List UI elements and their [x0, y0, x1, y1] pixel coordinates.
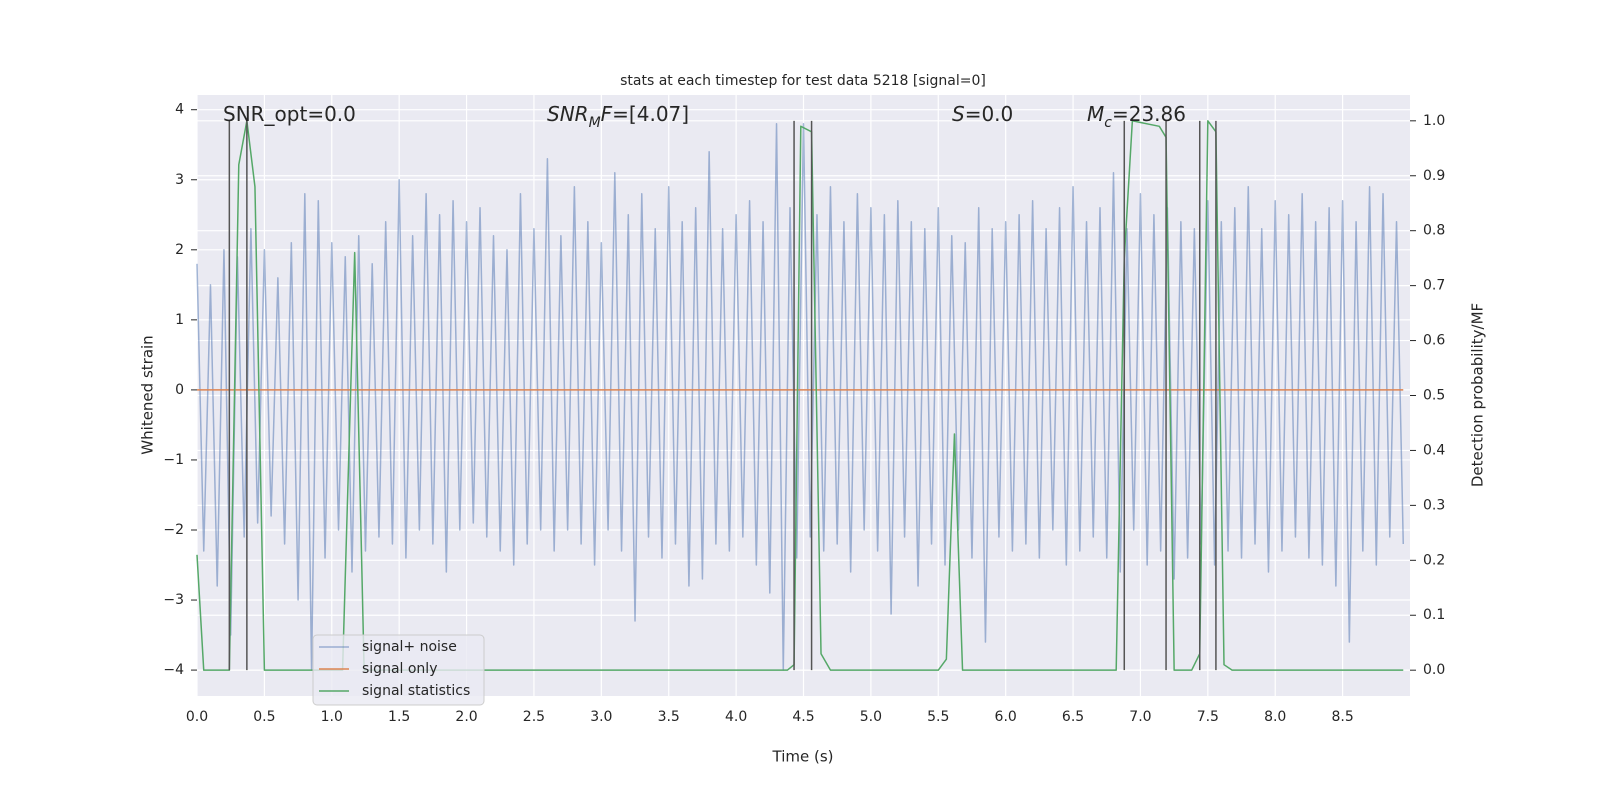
y2-tick-label: 0.6 [1423, 333, 1445, 349]
x-tick-label: 1.0 [321, 709, 343, 725]
y2-tick-label: 0.5 [1423, 388, 1445, 404]
y-tick-label: 1 [175, 312, 184, 328]
annotation-part: SNR_opt=0.0 [223, 102, 356, 126]
annotation-part: c [1104, 115, 1112, 131]
x-tick-label: 2.5 [523, 709, 545, 725]
y2-tick-label: 0.0 [1423, 662, 1445, 678]
annotation-part: S [952, 102, 965, 126]
x-tick-label: 2.0 [455, 709, 477, 725]
y-tick-label: −2 [163, 522, 184, 538]
x-tick-label: 5.5 [927, 709, 949, 725]
legend-box [312, 634, 485, 706]
x-tick-label: 1.5 [388, 709, 410, 725]
annotation: S=0.0 [952, 102, 1013, 126]
annotation: SNRMF=[4.07] [547, 102, 689, 132]
annotation-part: F [601, 102, 613, 126]
annotation-part: =[4.07] [612, 102, 689, 126]
y2-tick-label: 0.2 [1423, 552, 1445, 568]
x-tick-label: 0.5 [253, 709, 275, 725]
series-line [196, 120, 1404, 671]
y2-axis-label: Detection probability/MF [1469, 303, 1487, 487]
y2-tick-label: 0.3 [1423, 497, 1445, 513]
y2-tick-label: 0.4 [1423, 442, 1445, 458]
x-tick-label: 6.5 [1062, 709, 1084, 725]
y-tick-label: −3 [163, 592, 184, 608]
annotation-part: M [1087, 102, 1104, 126]
chart-title: stats at each timestep for test data 521… [620, 73, 986, 89]
annotation-part: M [589, 115, 601, 131]
y2-tick-label: 0.9 [1423, 168, 1445, 184]
x-tick-label: 4.0 [725, 709, 747, 725]
annotation: SNR_opt=0.0 [223, 102, 356, 126]
x-tick-label: 6.0 [995, 709, 1017, 725]
x-tick-label: 8.0 [1264, 709, 1286, 725]
x-tick-label: 3.0 [590, 709, 612, 725]
x-tick-label: 7.0 [1129, 709, 1151, 725]
legend-label: signal statistics [362, 683, 470, 699]
x-tick-label: 5.0 [860, 709, 882, 725]
annotation-part: =23.86 [1112, 102, 1186, 126]
annotation-part: SNR [547, 102, 589, 126]
y2-tick-label: 0.7 [1423, 278, 1445, 294]
x-tick-label: 7.5 [1197, 709, 1219, 725]
y-tick-label: 0 [175, 382, 184, 398]
legend-label: signal+ noise [362, 639, 457, 655]
y-tick-label: 2 [175, 242, 184, 258]
y2-tick-label: 0.1 [1423, 607, 1445, 623]
y-tick-label: 4 [175, 102, 184, 118]
x-tick-label: 8.5 [1331, 709, 1353, 725]
legend-label: signal only [362, 661, 437, 677]
y-tick-label: −4 [163, 662, 184, 678]
annotation-part: =0.0 [965, 102, 1014, 126]
y2-tick-label: 0.8 [1423, 223, 1445, 239]
annotation: Mc=23.86 [1087, 102, 1186, 132]
y-axis-label: Whitened strain [139, 335, 157, 454]
x-tick-label: 4.5 [792, 709, 814, 725]
x-axis-label: Time (s) [772, 748, 834, 766]
x-tick-label: 0.0 [186, 709, 208, 725]
y2-tick-label: 1.0 [1423, 113, 1445, 129]
x-tick-label: 3.5 [658, 709, 680, 725]
y-tick-label: 3 [175, 172, 184, 188]
y-tick-label: −1 [163, 452, 184, 468]
